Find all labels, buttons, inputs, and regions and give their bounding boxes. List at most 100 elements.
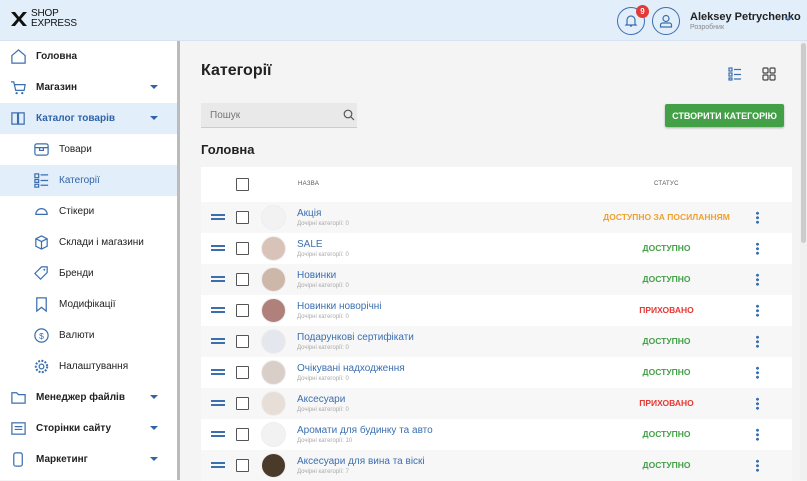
table-row[interactable]: Новинки Дочірні категорії: 0 ДОСТУПНО <box>201 264 792 295</box>
drag-handle-icon[interactable] <box>211 307 225 313</box>
sidebar-item-8[interactable]: Бренди <box>0 258 177 289</box>
status-badge: ДОСТУПНО <box>642 460 691 470</box>
tag-icon <box>34 266 48 281</box>
table-row[interactable]: Акція Дочірні категорії: 0 ДОСТУПНО ЗА ПОС… <box>201 202 792 233</box>
sidebar-item-9[interactable]: Модифікації <box>0 289 177 320</box>
more-vert-icon[interactable] <box>756 397 759 410</box>
column-name[interactable]: НАЗВА <box>298 181 320 187</box>
category-thumbnail <box>261 205 286 230</box>
sidebar: Головна Магазин Каталог товарів Товари Катег… <box>0 41 177 480</box>
search-input[interactable] <box>201 103 357 128</box>
row-checkbox[interactable] <box>236 366 249 379</box>
user-name[interactable]: Aleksey Petrychenko <box>690 11 801 23</box>
caret-down-icon[interactable] <box>150 85 158 89</box>
drag-handle-icon[interactable] <box>211 245 225 251</box>
sidebar-item-6[interactable]: Стікери <box>0 196 177 227</box>
book-icon <box>11 112 25 125</box>
table-row[interactable]: Подарункові сертифікати Дочірні категорії… <box>201 326 792 357</box>
category-thumbnail <box>261 329 286 354</box>
create-category-button[interactable]: СТВОРИТИ КАТЕГОРІЮ <box>665 104 784 127</box>
more-vert-icon[interactable] <box>756 273 759 286</box>
category-name[interactable]: Аромати для будинку та авто <box>297 425 433 436</box>
sticker-icon <box>35 208 48 215</box>
category-name[interactable]: Аксесуари для вина та віскі <box>297 456 425 467</box>
category-name[interactable]: Новинки новорічні <box>297 301 382 312</box>
sidebar-item-4[interactable]: Товари <box>0 134 177 165</box>
sidebar-item-11[interactable]: Налаштування <box>0 351 177 382</box>
grid-view-icon[interactable] <box>762 67 776 81</box>
category-name[interactable]: SALE <box>297 239 323 250</box>
child-count: Дочірні категорії: 0 <box>297 407 349 413</box>
main-scrollbar[interactable] <box>800 41 807 480</box>
drag-handle-icon[interactable] <box>211 431 225 437</box>
sidebar-item-label: Сторінки сайту <box>36 423 112 434</box>
sidebar-item-12[interactable]: Менеджер файлів <box>0 382 177 413</box>
sidebar-item-7[interactable]: Склади і магазини <box>0 227 177 258</box>
search-icon[interactable] <box>343 109 355 121</box>
drag-handle-icon[interactable] <box>211 400 225 406</box>
more-vert-icon[interactable] <box>756 366 759 379</box>
sidebar-item-14[interactable]: Маркетинг <box>0 444 177 475</box>
notifications-button[interactable]: 9 <box>617 5 649 35</box>
row-checkbox[interactable] <box>236 304 249 317</box>
status-badge: ДОСТУПНО <box>642 336 691 346</box>
cart-icon <box>10 81 26 95</box>
sidebar-item-2[interactable]: Магазин <box>0 72 177 103</box>
table-row[interactable]: Очікувані надходження Дочірні категорії: … <box>201 357 792 388</box>
table-row[interactable]: Аксесуари для вина та віскі Дочірні катег… <box>201 450 792 481</box>
sidebar-scrollbar[interactable] <box>177 41 180 480</box>
category-name[interactable]: Новинки <box>297 270 337 281</box>
logo[interactable]: SHOP EXPRESS <box>10 8 77 29</box>
row-checkbox[interactable] <box>236 459 249 472</box>
table-row[interactable]: Аромати для будинку та авто Дочірні катег… <box>201 419 792 450</box>
category-name[interactable]: Аксесуари <box>297 394 346 405</box>
row-checkbox[interactable] <box>236 335 249 348</box>
drag-handle-icon[interactable] <box>211 462 225 468</box>
sidebar-item-5[interactable]: Категорії <box>0 165 177 196</box>
avatar[interactable] <box>652 7 680 35</box>
row-checkbox[interactable] <box>236 242 249 255</box>
drag-handle-icon[interactable] <box>211 369 225 375</box>
more-vert-icon[interactable] <box>756 304 759 317</box>
category-name[interactable]: Очікувані надходження <box>297 363 405 374</box>
more-vert-icon[interactable] <box>756 211 759 224</box>
caret-down-icon[interactable] <box>150 457 158 461</box>
sidebar-item-1[interactable]: Головна <box>0 41 177 72</box>
more-vert-icon[interactable] <box>756 335 759 348</box>
column-status[interactable]: СТАТУС <box>654 181 679 187</box>
row-checkbox[interactable] <box>236 273 249 286</box>
sidebar-item-3[interactable]: Каталог товарів <box>0 103 177 134</box>
more-vert-icon[interactable] <box>756 242 759 255</box>
more-vert-icon[interactable] <box>756 428 759 441</box>
child-count: Дочірні категорії: 10 <box>297 438 353 444</box>
caret-down-icon[interactable] <box>150 426 158 430</box>
row-checkbox[interactable] <box>236 397 249 410</box>
table-row[interactable]: SALE Дочірні категорії: 0 ДОСТУПНО <box>201 233 792 264</box>
sidebar-item-13[interactable]: Сторінки сайту <box>0 413 177 444</box>
status-badge: ДОСТУПНО <box>642 243 691 253</box>
category-thumbnail <box>261 298 286 323</box>
status-badge: ДОСТУПНО <box>642 367 691 377</box>
category-name[interactable]: Подарункові сертифікати <box>297 332 414 343</box>
table-row[interactable]: Новинки новорічні Дочірні категорії: 0 ПРИ… <box>201 295 792 326</box>
child-count: Дочірні категорії: 0 <box>297 314 349 320</box>
category-name[interactable]: Акція <box>297 208 322 219</box>
drag-handle-icon[interactable] <box>211 338 225 344</box>
select-all-checkbox[interactable] <box>236 178 249 191</box>
table-row[interactable]: Аксесуари Дочірні категорії: 0 ПРИХОВАНО <box>201 388 792 419</box>
list-view-icon[interactable] <box>728 67 742 81</box>
sidebar-item-10[interactable]: $ Валюти <box>0 320 177 351</box>
caret-down-icon[interactable] <box>150 116 158 120</box>
drag-handle-icon[interactable] <box>211 214 225 220</box>
sidebar-item-label: Бренди <box>59 268 94 279</box>
gear-icon <box>34 359 49 374</box>
row-checkbox[interactable] <box>236 211 249 224</box>
more-vert-icon[interactable] <box>756 459 759 472</box>
logo-text: SHOP EXPRESS <box>31 8 77 29</box>
chevron-down-icon[interactable] <box>783 13 793 23</box>
caret-down-icon[interactable] <box>150 395 158 399</box>
row-checkbox[interactable] <box>236 428 249 441</box>
category-thumbnail <box>261 360 286 385</box>
status-badge: ПРИХОВАНО <box>639 398 694 408</box>
drag-handle-icon[interactable] <box>211 276 225 282</box>
